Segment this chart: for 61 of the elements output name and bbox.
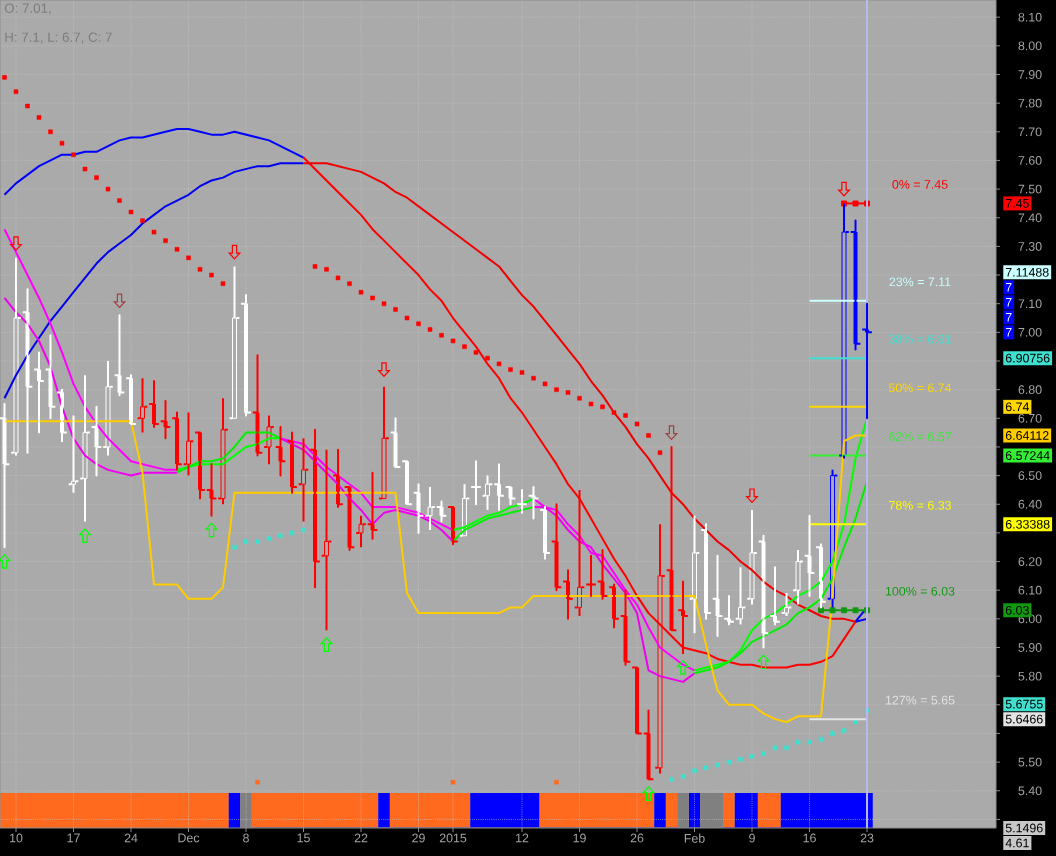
text: 5.6755 [1005, 699, 1043, 709]
x-tick-label: 12 [516, 833, 529, 843]
text: 5.1496 [1005, 823, 1043, 833]
x-tick-label: Feb [684, 833, 705, 843]
y-tick-label: 7.90 [1018, 70, 1042, 79]
text: 62% = 6.57 [889, 432, 951, 441]
x-tick-label: 8 [243, 833, 249, 843]
text: 7 [1005, 313, 1012, 322]
y-tick-label: 6.20 [1018, 557, 1042, 566]
x-tick-label: 9 [749, 833, 755, 843]
text: 6.64112 [1005, 431, 1049, 440]
y-tick-label: 6.70 [1018, 413, 1042, 423]
series-label: 127% = 5.65 [885, 695, 955, 705]
text: 7.11488 [1005, 267, 1049, 277]
y-tick-label: 7.40 [1018, 213, 1042, 223]
text: 78% = 6.33 [889, 500, 951, 510]
y-tick-label: 6.40 [1018, 499, 1042, 509]
x-tick-label: 2015 [439, 833, 467, 843]
x-tick-label: 23 [860, 833, 874, 843]
y-tick-label: 5.50 [1018, 757, 1042, 767]
text: 6.74 [1005, 402, 1030, 412]
y-tick-label: 8.10 [1018, 12, 1042, 22]
text: 6.03 [1005, 605, 1029, 615]
y-tick-label: 5.80 [1018, 671, 1042, 681]
y-tick-label: 7.80 [1018, 98, 1042, 108]
text: 50% = 6.74 [888, 383, 952, 393]
text: 6.90756 [1005, 353, 1050, 363]
x-tick-label: 22 [354, 833, 368, 843]
x-tick-label: 19 [573, 833, 586, 843]
text: 38% = 6.91 [888, 334, 951, 344]
y-tick-label: 6.50 [1018, 471, 1042, 480]
y-tick-label: 5.40 [1018, 786, 1042, 796]
text: 23% = 7.11 [889, 277, 951, 287]
y-tick-label: 7.10 [1018, 299, 1042, 309]
text: 5.6466 [1005, 714, 1043, 724]
text: 7 [1005, 298, 1012, 307]
y-tick-label: 7.50 [1018, 184, 1042, 194]
x-tick-label: 29 [412, 833, 425, 843]
x-tick-label: 26 [630, 833, 644, 843]
y-tick-label: 7.00 [1018, 327, 1042, 337]
y-tick-label: 6.10 [1018, 585, 1042, 595]
text: 6.33388 [1005, 519, 1050, 529]
text: 7 [1005, 283, 1012, 292]
x-tick-label: 10 [10, 833, 23, 843]
text: 7 [1005, 328, 1012, 337]
x-tick-label: 15 [297, 833, 310, 843]
y-tick-label: 5.90 [1018, 643, 1042, 652]
x-tick-label: Dec [178, 833, 200, 843]
x-tick-label: 17 [67, 833, 80, 843]
text: 0% = 7.45 [892, 180, 948, 189]
y-tick-label: 7.70 [1018, 127, 1042, 137]
series-label: 100% = 6.03 [885, 586, 955, 596]
x-tick-label: 24 [124, 833, 138, 843]
y-tick-label: 7.30 [1018, 242, 1042, 251]
text: 7.45 [1005, 199, 1029, 208]
text: 4.61 [1005, 838, 1029, 848]
text: 6.57244 [1005, 451, 1050, 460]
y-tick-label: 7.60 [1018, 156, 1042, 165]
x-tick-label: 16 [803, 833, 816, 843]
y-tick-label: 8.00 [1018, 41, 1042, 51]
y-tick-label: 6.80 [1018, 385, 1042, 395]
